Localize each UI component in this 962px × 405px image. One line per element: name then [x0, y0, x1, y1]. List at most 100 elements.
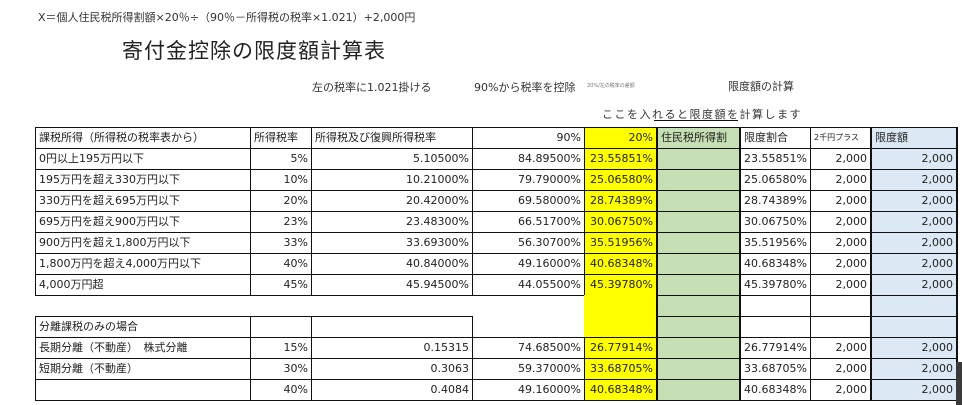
resident-tax-input[interactable]	[656, 190, 741, 212]
cell-limit-amount: 2,000	[870, 211, 958, 233]
cell-limit-ratio: 45.39780%	[740, 274, 811, 296]
resident-tax-input[interactable]	[656, 379, 741, 401]
sep-cell-income-tax-rate: 40%	[250, 379, 312, 401]
cell-ninety-percent: 69.58000%	[472, 190, 585, 212]
resident-tax-input[interactable]	[656, 358, 741, 380]
cell-ninety-percent: 79.79000%	[472, 169, 585, 191]
sep-cell-income: 短期分離（不動産）	[35, 358, 251, 380]
note-enter-hint: ここを入れると限度額を計算します	[602, 108, 802, 121]
cell-limit-amount: 2,000	[870, 253, 958, 275]
cell-twenty-percent: 35.51956%	[584, 232, 657, 254]
cell-combined-tax-rate: 40.84000%	[311, 253, 473, 275]
cell-plus-2000: 2,000	[810, 211, 871, 233]
resident-tax-input[interactable]	[656, 274, 741, 296]
sep-cell-plus-2000: 2,000	[810, 379, 871, 401]
cell-limit-amount: 2,000	[870, 274, 958, 296]
blank-twenty-percent	[584, 316, 657, 338]
cell-limit-amount: 2,000	[870, 169, 958, 191]
note-subtract: 90%から税率を控除	[474, 81, 576, 94]
resident-tax-input[interactable]	[656, 253, 741, 275]
cell-plus-2000: 2,000	[810, 253, 871, 275]
cell-ninety-percent: 84.89500%	[472, 148, 585, 170]
blank-cell	[250, 316, 312, 338]
sep-cell-plus-2000: 2,000	[810, 337, 871, 359]
sep-cell-income-tax-rate: 30%	[250, 358, 312, 380]
sep-cell-income: 長期分離（不動産） 株式分離	[35, 337, 251, 359]
resident-tax-input[interactable]	[656, 337, 741, 359]
sheet-edge-shadow	[956, 362, 962, 405]
cell-combined-tax-rate: 5.10500%	[311, 148, 473, 170]
note-multiply: 左の税率に1.021掛ける	[312, 81, 432, 94]
blank-limit-amount	[870, 316, 958, 338]
cell-income: 4,000万円超	[35, 274, 251, 296]
cell-ninety-percent: 66.51700%	[472, 211, 585, 233]
header-ninety-percent: 90%	[472, 127, 585, 149]
sep-cell-twenty-percent: 33.68705%	[584, 358, 657, 380]
sep-cell-plus-2000: 2,000	[810, 358, 871, 380]
cell-limit-ratio: 30.06750%	[740, 211, 811, 233]
cell-income-tax-rate: 5%	[250, 148, 312, 170]
cell-limit-ratio: 25.06580%	[740, 169, 811, 191]
sep-cell-ninety-percent: 74.68500%	[472, 337, 585, 359]
sep-cell-combined-tax-rate: 0.4084	[311, 379, 473, 401]
resident-tax-input[interactable]	[656, 316, 741, 338]
note-ratio-tiny: 20%/左の税率の差額	[587, 83, 635, 89]
cell-income-tax-rate: 23%	[250, 211, 312, 233]
sep-cell-limit-ratio: 40.68348%	[740, 379, 811, 401]
cell-income: 195万円を超え330万円以下	[35, 169, 251, 191]
sep-cell-limit-amount: 2,000	[870, 337, 958, 359]
cell-limit-ratio: 40.68348%	[740, 253, 811, 275]
sep-cell-limit-ratio: 26.77914%	[740, 337, 811, 359]
blank-plus-2000	[810, 316, 871, 338]
cell-combined-tax-rate: 23.48300%	[311, 211, 473, 233]
cell-income: 1,800万円を超え4,000万円以下	[35, 253, 251, 275]
resident-tax-input[interactable]	[656, 211, 741, 233]
sep-cell-twenty-percent: 40.68348%	[584, 379, 657, 401]
cell-income-tax-rate: 10%	[250, 169, 312, 191]
cell-plus-2000: 2,000	[810, 232, 871, 254]
cell-limit-amount: 2,000	[870, 190, 958, 212]
cell-income-tax-rate: 45%	[250, 274, 312, 296]
cell-income-tax-rate: 20%	[250, 190, 312, 212]
cell-plus-2000: 2,000	[810, 190, 871, 212]
sep-cell-income	[35, 379, 251, 401]
resident-tax-input[interactable]	[656, 295, 741, 317]
cell-combined-tax-rate: 20.42000%	[311, 190, 473, 212]
resident-tax-input[interactable]	[656, 169, 741, 191]
header-combined-tax-rate: 所得税及び復興所得税率	[311, 127, 473, 149]
cell-twenty-percent: 40.68348%	[584, 253, 657, 275]
cell-income: 0円以上195万円以下	[35, 148, 251, 170]
sep-cell-ninety-percent: 59.37000%	[472, 358, 585, 380]
cell-limit-ratio: 28.74389%	[740, 190, 811, 212]
resident-tax-input[interactable]	[656, 232, 741, 254]
cell-twenty-percent: 28.74389%	[584, 190, 657, 212]
blank-plus-2000	[810, 295, 871, 317]
cell-income-tax-rate: 33%	[250, 232, 312, 254]
sep-cell-limit-amount: 2,000	[870, 358, 958, 380]
header-resident-tax-input: 住民税所得割	[656, 127, 741, 149]
header-limit-ratio: 限度割合	[740, 127, 811, 149]
blank-twenty-percent	[584, 295, 657, 317]
resident-tax-input[interactable]	[656, 148, 741, 170]
sep-cell-combined-tax-rate: 0.15315	[311, 337, 473, 359]
blank-cell	[311, 316, 473, 338]
cell-combined-tax-rate: 45.94500%	[311, 274, 473, 296]
cell-combined-tax-rate: 10.21000%	[311, 169, 473, 191]
cell-twenty-percent: 25.06580%	[584, 169, 657, 191]
sep-cell-limit-amount: 2,000	[870, 379, 958, 401]
page-title: 寄付金控除の限度額計算表	[122, 39, 386, 63]
separate-tax-header: 分離課税のみの場合	[35, 316, 251, 338]
hint-underline	[654, 120, 738, 121]
sep-cell-ninety-percent: 49.16000%	[472, 379, 585, 401]
header-twenty-percent: 20%	[584, 127, 657, 149]
cell-income: 695万円を超え900万円以下	[35, 211, 251, 233]
sep-cell-income-tax-rate: 15%	[250, 337, 312, 359]
cell-twenty-percent: 23.55851%	[584, 148, 657, 170]
header-limit-amount: 限度額	[870, 127, 958, 149]
cell-combined-tax-rate: 33.69300%	[311, 232, 473, 254]
cell-twenty-percent: 30.06750%	[584, 211, 657, 233]
cell-plus-2000: 2,000	[810, 274, 871, 296]
note-limit-calc: 限度額の計算	[728, 80, 794, 93]
cell-ninety-percent: 44.05500%	[472, 274, 585, 296]
cell-limit-ratio: 35.51956%	[740, 232, 811, 254]
